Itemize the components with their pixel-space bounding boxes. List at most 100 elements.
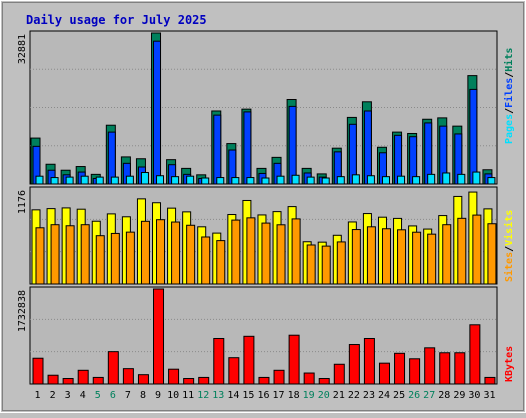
sites-bar — [35, 227, 45, 285]
x-tick-label: 29 — [453, 390, 465, 401]
sites-bar — [366, 226, 376, 285]
kbytes-bar — [288, 334, 300, 385]
pages-bar — [201, 177, 210, 185]
x-tick-label: 21 — [333, 390, 345, 401]
pages-bar — [427, 173, 436, 185]
pages-bar — [366, 175, 375, 185]
x-tick-label: 20 — [318, 390, 330, 401]
x-tick-label: 5 — [95, 390, 101, 401]
sites-bar — [381, 228, 391, 285]
pages-bar — [351, 174, 360, 185]
y-max-label: 1176 — [17, 190, 28, 214]
legend-sites: Sites — [503, 252, 515, 282]
chart-panel-2: 1176 Sites/Visits — [17, 186, 515, 285]
sites-bar — [186, 224, 196, 285]
kbytes-bar — [348, 344, 360, 385]
x-tick-label: 28 — [438, 390, 450, 401]
kbytes-bar — [333, 363, 345, 385]
sites-bar — [427, 233, 437, 285]
legend-visits: Visits — [503, 210, 515, 246]
kbytes-bar — [258, 376, 270, 385]
sites-bar — [95, 235, 105, 285]
sites-bar — [291, 218, 301, 285]
sites-bar — [50, 224, 60, 285]
kbytes-bar — [424, 347, 436, 385]
x-tick-label: 7 — [125, 390, 131, 401]
y-max-label: 32881 — [17, 34, 28, 64]
sites-bar — [442, 224, 452, 285]
sites-bar — [306, 244, 316, 285]
kbytes-bar — [32, 357, 44, 385]
x-tick-label: 14 — [227, 390, 239, 401]
kbytes-bar — [47, 374, 59, 385]
files-bar — [469, 88, 478, 185]
pages-bar — [261, 177, 270, 185]
kbytes-bar — [228, 357, 240, 385]
pages-bar — [246, 177, 255, 185]
legend-sep: / — [504, 72, 515, 78]
x-tick-label: 12 — [197, 390, 209, 401]
x-tick-label: 23 — [363, 390, 375, 401]
pages-bar — [35, 175, 44, 185]
x-tick-label: 19 — [303, 390, 315, 401]
kbytes-bar — [153, 288, 165, 385]
x-tick-label: 26 — [408, 390, 420, 401]
x-tick-label: 25 — [393, 390, 405, 401]
kbytes-bar — [213, 337, 225, 385]
kbytes-bar — [454, 352, 466, 385]
sites-bar — [457, 217, 467, 285]
sites-bar — [261, 222, 271, 285]
x-tick-label: 31 — [483, 390, 495, 401]
files-bar — [288, 105, 297, 185]
sites-bar — [125, 231, 135, 285]
pages-bar — [140, 172, 149, 185]
x-tick-label: 4 — [80, 390, 86, 401]
legend-sites-visits: Sites/Visits — [503, 210, 515, 282]
pages-bar — [381, 176, 390, 185]
sites-bar — [472, 214, 482, 285]
kbytes-bar — [107, 351, 119, 385]
kbytes-bar — [409, 358, 421, 385]
pages-bar — [472, 171, 481, 185]
legend-hits: Hits — [503, 48, 515, 72]
sites-bar — [351, 229, 361, 285]
sites-bar — [65, 225, 75, 285]
x-tick-label: 9 — [155, 390, 161, 401]
kbytes-bar — [62, 378, 74, 385]
kbytes-bar — [273, 369, 285, 385]
sites-bar — [201, 236, 211, 285]
legend-sep: / — [504, 108, 515, 114]
files-bar — [107, 131, 116, 185]
pages-bar — [186, 175, 195, 185]
kbytes-bar — [378, 362, 390, 385]
legend-kbytes: KBytes — [504, 346, 515, 382]
pages-bar — [457, 173, 466, 185]
x-tick-label: 24 — [378, 390, 390, 401]
sites-bar — [171, 221, 181, 285]
legend-kbytes-label: KBytes — [504, 346, 515, 382]
kbytes-bar — [363, 337, 375, 385]
files-bar — [153, 40, 162, 185]
pages-bar — [291, 174, 300, 185]
pages-bar — [306, 176, 315, 185]
kbytes-bar — [394, 352, 406, 385]
files-bar — [243, 111, 252, 185]
kbytes-bar — [484, 376, 496, 385]
x-tick-label: 3 — [65, 390, 71, 401]
sites-bar — [321, 245, 331, 285]
x-tick-label: 17 — [273, 390, 285, 401]
x-tick-label: 6 — [110, 390, 116, 401]
sites-bar — [397, 229, 407, 285]
legend-hits-files-pages: Pages/Files/Hits — [503, 48, 515, 144]
x-tick-label: 27 — [423, 390, 435, 401]
sites-bar — [276, 224, 286, 285]
sites-bar — [140, 220, 150, 285]
sites-bar — [80, 224, 90, 285]
kbytes-bar — [77, 369, 89, 385]
y-max-label: 1732838 — [17, 290, 28, 332]
x-tick-label: 16 — [257, 390, 269, 401]
pages-bar — [156, 175, 165, 185]
pages-bar — [65, 176, 74, 185]
